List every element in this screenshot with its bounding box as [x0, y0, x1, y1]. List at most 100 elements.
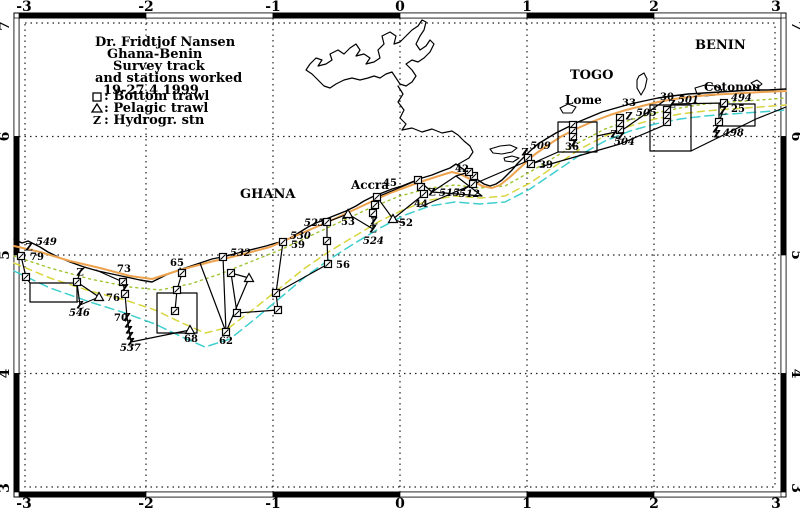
frame-bar-bottom: [272, 491, 401, 498]
hydrographic-station-marker: Z: [369, 225, 376, 236]
station-label: 53: [341, 217, 355, 228]
survey-track-segment: [539, 123, 668, 168]
bottom-trawl-marker-flag: [275, 307, 281, 313]
tick-label-lat: 5: [788, 250, 800, 260]
hydrographic-station-marker: Z: [121, 284, 128, 295]
bottom-trawl-marker-flag: [664, 119, 670, 125]
bottom-trawl-marker-flag: [234, 310, 240, 316]
survey-track-segment: [557, 121, 598, 153]
keta-lagoon: [489, 144, 518, 155]
survey-track-segment: [690, 106, 787, 152]
bottom-trawl-marker-flag: [280, 239, 286, 245]
place-label-lome: Lome: [565, 93, 602, 107]
frame-bar-top: [145, 12, 274, 19]
volta-river-lower: [401, 127, 474, 166]
station-label: 42: [455, 164, 469, 175]
tick-label-lat: 7: [788, 21, 800, 31]
bottom-trawl-marker-flag: [525, 155, 531, 161]
tick-label-lat: 7: [0, 21, 13, 31]
bottom-trawl-marker-flag: [470, 181, 476, 187]
bottom-trawl-marker-flag: [120, 279, 126, 285]
hydrographic-station-marker: Z: [617, 132, 624, 143]
tick-label-lon: 3: [771, 496, 781, 512]
coastal-survey-track: [13, 90, 787, 280]
station-label: 73: [117, 264, 131, 275]
bottom-trawl-marker-flag: [721, 100, 727, 106]
frame-bar-left: [13, 17, 20, 137]
legend-item-label: : Bottom trawl: [104, 89, 209, 104]
tick-label-lat: 4: [788, 369, 800, 379]
frame-bar-top: [653, 12, 782, 19]
hydrographic-station-marker: Z: [570, 139, 577, 150]
bottom-trawl-marker-flag: [324, 219, 330, 225]
tick-label-lon: 2: [649, 496, 659, 512]
bottom-trawl-marker-flag: [418, 184, 424, 190]
survey-track-segment: [275, 221, 329, 294]
bottom-trawl-marker-flag: [23, 274, 29, 280]
hydrographic-station-marker: Z: [76, 301, 83, 312]
bottom-trawl-marker-flag: [664, 107, 670, 113]
frame-bar-top: [18, 12, 147, 19]
bottom-trawl-marker-flag: [716, 119, 722, 125]
station-label: 512: [459, 189, 480, 200]
station-label: 56: [336, 260, 350, 271]
frame-bar-right: [780, 136, 787, 256]
frame-bar-right: [780, 254, 787, 374]
place-label-ghana: GHANA: [240, 187, 296, 202]
station-label: 515: [439, 188, 460, 199]
station-label: 530: [290, 231, 311, 242]
station-label: 509: [530, 141, 551, 152]
survey-track-segment: [95, 269, 191, 343]
depth-contour-mid: [13, 104, 787, 334]
bottom-trawl-marker-flag: [174, 287, 180, 293]
bottom-trawl-marker-flag: [122, 291, 128, 297]
hydrographic-station-marker: Z: [125, 326, 132, 337]
bottom-trawl-marker-flag: [466, 169, 472, 175]
bottom-trawl-marker-flag: [74, 279, 80, 285]
hydrographic-station-marker: Z: [124, 320, 131, 331]
hydrographic-station-marker: Z: [719, 107, 726, 118]
frame-bar-top: [526, 12, 655, 19]
volta-river-upper: [397, 85, 407, 131]
pelagic-trawl-marker: [387, 213, 399, 224]
frame-bar-top: [272, 12, 401, 19]
bottom-trawl-marker-flag: [172, 308, 178, 314]
pelagic-trawl-marker: [342, 208, 354, 219]
frame-bar-top: [399, 12, 528, 19]
survey-track-segment: [715, 110, 724, 139]
bottom-trawl-marker-flag: [471, 173, 477, 179]
tick-label-lon: 2: [649, 0, 659, 15]
station-label: 33: [622, 98, 636, 109]
station-label: 549: [36, 237, 57, 248]
tick-label-lon: -3: [16, 496, 32, 512]
pelagic-trawl-marker: [184, 324, 196, 335]
hydrographic-station-marker: Z: [625, 112, 632, 123]
station-label: 546: [69, 308, 90, 319]
frame-bar-bottom: [653, 491, 782, 498]
frame-bar-bottom: [18, 491, 147, 498]
station-label: 505: [636, 108, 657, 119]
tick-label-lon: 3: [771, 0, 781, 15]
tick-label-lon: 1: [522, 0, 532, 15]
frame-bar-right: [780, 373, 787, 493]
place-label-togo: TOGO: [570, 68, 613, 83]
title-block: Dr. Fridtjof Nansen Ghana-Benin Survey t…: [95, 35, 242, 98]
station-label: 532: [230, 248, 251, 259]
pelagic-trawl-marker: [93, 291, 105, 302]
tick-label-lon: -2: [138, 0, 154, 15]
station-label: 44: [414, 199, 428, 210]
tick-label-lon: 1: [522, 496, 532, 512]
title-line: Dr. Fridtjof Nansen: [95, 35, 236, 50]
station-label: 504: [614, 137, 635, 148]
station-label: 524: [363, 236, 384, 247]
bottom-trawl-marker-flag: [179, 270, 185, 276]
tick-label-lon: -1: [265, 496, 281, 512]
title-line: 19-27.4 1999: [103, 83, 199, 98]
hydrographic-station-marker: Z: [668, 100, 675, 111]
bottom-trawl-marker-flag: [223, 329, 229, 335]
